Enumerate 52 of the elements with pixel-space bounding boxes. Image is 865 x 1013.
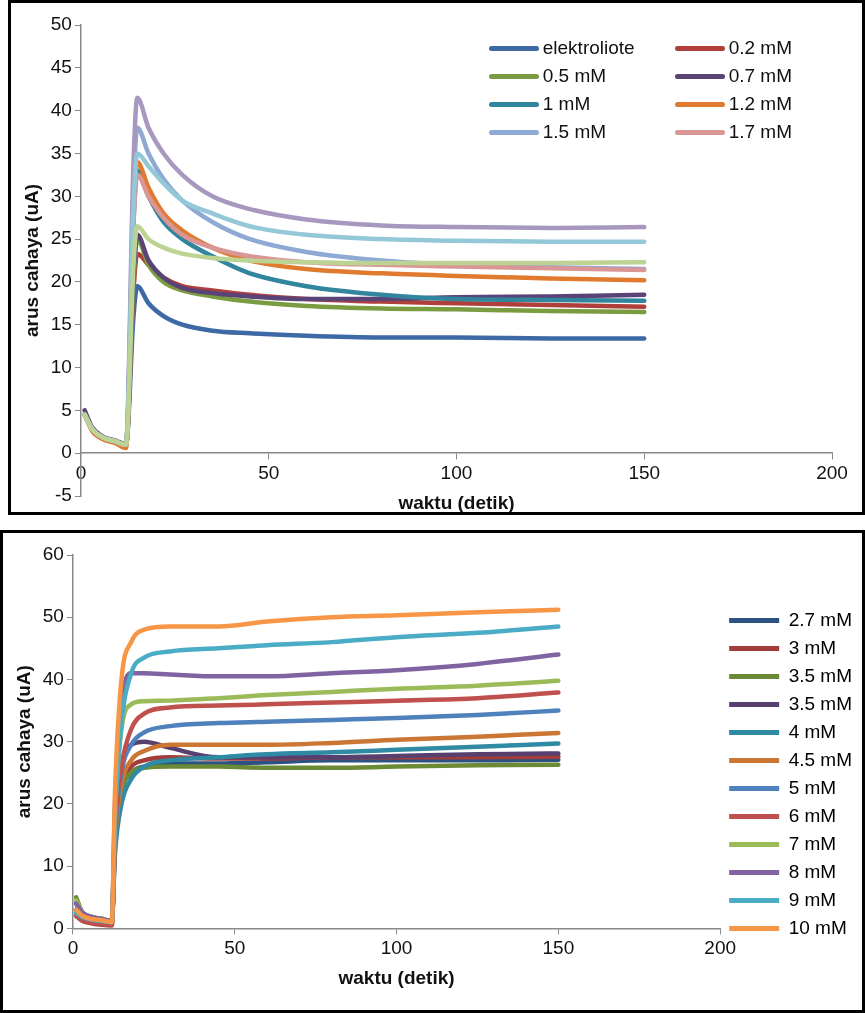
x-axis-title: waktu (detik) xyxy=(397,491,515,513)
legend-label: elektroliote xyxy=(542,37,635,59)
legend-label: 5 mM xyxy=(788,776,837,798)
x-tick-label: 200 xyxy=(816,461,848,483)
x-tick-label: 200 xyxy=(704,937,737,959)
x-tick-label: 0 xyxy=(75,461,87,483)
legend-label: 2.7 mM xyxy=(788,608,853,630)
x-tick-label: 100 xyxy=(440,461,473,483)
legend-label: 4 mM xyxy=(788,720,837,742)
y-tick-label: 50 xyxy=(50,13,72,35)
x-tick-label: 50 xyxy=(224,937,246,959)
y-tick-label: 5 xyxy=(61,398,72,420)
legend-label: 1.7 mM xyxy=(728,121,792,143)
legend-label: 3 mM xyxy=(788,636,837,658)
x-tick-label: 100 xyxy=(380,937,413,959)
legend-label: 1.5 mM xyxy=(542,121,607,143)
legend-label: 7 mM xyxy=(788,832,837,854)
y-tick-label: 35 xyxy=(50,141,72,163)
legend-label: 3.5 mM xyxy=(788,692,853,714)
x-tick-label: 150 xyxy=(628,461,661,483)
y-tick-label: 45 xyxy=(50,56,72,78)
x-tick-label: 150 xyxy=(542,937,575,959)
legend-label: 9 mM xyxy=(788,888,837,910)
legend-label: 0.5 mM xyxy=(542,65,607,87)
y-tick-label: 15 xyxy=(50,312,72,334)
y-tick-label: 0 xyxy=(53,916,64,938)
legend-label: 0.7 mM xyxy=(728,65,792,87)
legend-label: 0.2 mM xyxy=(728,37,792,59)
x-tick-label: 50 xyxy=(258,461,280,483)
y-tick-label: 30 xyxy=(50,184,72,206)
legend-label: 6 mM xyxy=(788,804,837,826)
y-tick-label: 30 xyxy=(42,729,64,751)
y-tick-label: 60 xyxy=(42,543,64,565)
y-tick-label: 40 xyxy=(42,667,64,689)
y-tick-label: 40 xyxy=(50,98,72,120)
legend-label: 8 mM xyxy=(788,860,837,882)
y-axis-title: arus cahaya (uA) xyxy=(20,183,42,338)
y-tick-label: 50 xyxy=(42,605,64,627)
legend-label: 1 mM xyxy=(542,93,591,115)
y-tick-label: 10 xyxy=(42,854,64,876)
legend-label: 10 mM xyxy=(788,916,847,938)
y-tick-label: 20 xyxy=(50,270,72,292)
legend-label: 4.5 mM xyxy=(788,748,853,770)
legend-label: 3.5 mM xyxy=(788,664,853,686)
x-axis-title: waktu (detik) xyxy=(337,966,455,988)
y-tick-label: 20 xyxy=(42,792,64,814)
y-axis-title: arus cahaya (uA) xyxy=(12,665,34,819)
y-tick-label: 10 xyxy=(50,355,72,377)
y-tick-label: 25 xyxy=(50,227,72,249)
y-tick-label: 0 xyxy=(61,441,72,463)
y-tick-label: -5 xyxy=(55,484,72,506)
legend-label: 1.2 mM xyxy=(728,93,792,115)
